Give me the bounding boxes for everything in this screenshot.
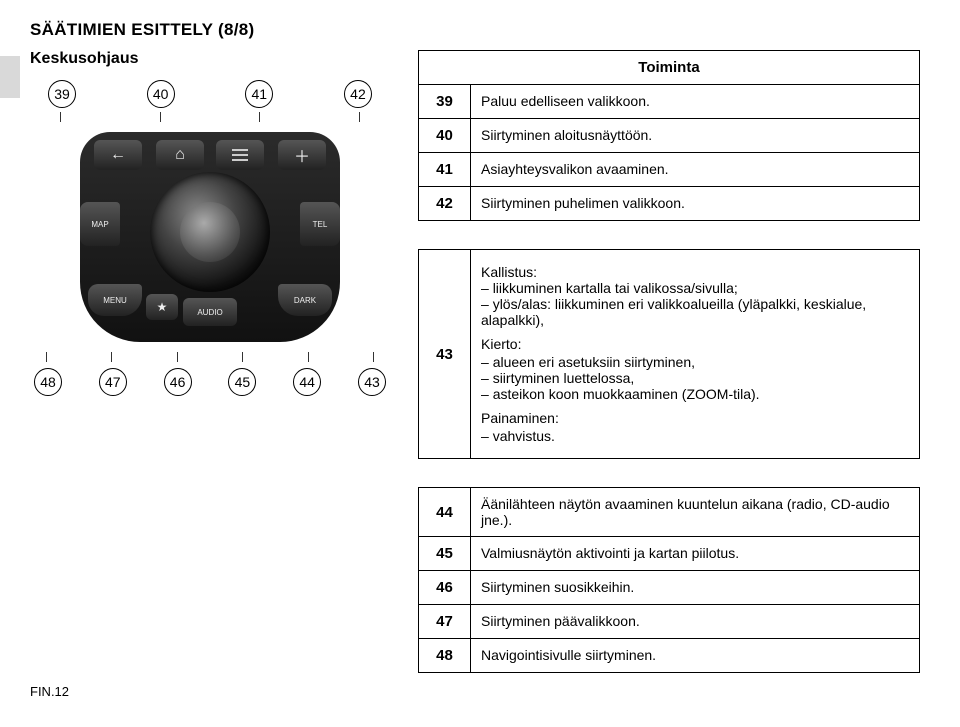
device-favorites-button: ★ <box>146 294 178 320</box>
row-text: Siirtyminen aloitusnäyttöön. <box>471 119 920 153</box>
callout-39: 39 <box>48 80 76 108</box>
list-item: liikkuminen kartalla tai valikossa/sivul… <box>481 280 909 296</box>
list-item: siirtyminen luettelossa, <box>481 370 909 386</box>
callout-47: 47 <box>99 368 127 396</box>
page-side-marker <box>0 56 20 98</box>
row-num: 41 <box>419 153 471 187</box>
function-table-2: 43 Kallistus: liikkuminen kartalla tai v… <box>418 249 920 459</box>
table-row: 46 Siirtyminen suosikkeihin. <box>419 571 920 605</box>
device-rotary-knob <box>150 172 270 292</box>
device-dark-button: DARK <box>278 284 332 316</box>
row-text: Siirtyminen puhelimen valikkoon. <box>471 187 920 221</box>
section-subtitle: Keskusohjaus <box>30 50 390 68</box>
device-menu-button: MENU <box>88 284 142 316</box>
row-text: Valmiusnäytön aktivointi ja kartan piilo… <box>471 537 920 571</box>
kierto-list: alueen eri asetuksiin siirtyminen, siirt… <box>481 354 909 402</box>
row-text: Asiayhteysvalikon avaaminen. <box>471 153 920 187</box>
top-callout-ticks <box>30 112 390 122</box>
kierto-label: Kierto: <box>481 336 909 352</box>
table-row: 42 Siirtyminen puhelimen valikkoon. <box>419 187 920 221</box>
row-num: 45 <box>419 537 471 571</box>
list-item: ylös/alas: liikkuminen eri valikkoalueil… <box>481 296 909 328</box>
row-num: 40 <box>419 119 471 153</box>
list-item: vahvistus. <box>481 428 909 444</box>
callout-41: 41 <box>245 80 273 108</box>
bottom-callouts: 48 47 46 45 44 43 <box>30 368 390 396</box>
painaminen-list: vahvistus. <box>481 428 909 444</box>
table-row: 48 Navigointisivulle siirtyminen. <box>419 639 920 673</box>
row-text: Siirtyminen päävalikkoon. <box>471 605 920 639</box>
row-text: Äänilähteen näytön avaaminen kuuntelun a… <box>471 488 920 537</box>
kallistus-label: Kallistus: <box>481 264 909 280</box>
row-text: Paluu edelliseen valikkoon. <box>471 85 920 119</box>
device-map-button: MAP <box>80 202 120 246</box>
table-row: 45 Valmiusnäytön aktivointi ja kartan pi… <box>419 537 920 571</box>
row-text: Navigointisivulle siirtyminen. <box>471 639 920 673</box>
row-num: 42 <box>419 187 471 221</box>
table-row: 39 Paluu edelliseen valikkoon. <box>419 85 920 119</box>
callout-43: 43 <box>358 368 386 396</box>
row-num: 48 <box>419 639 471 673</box>
row-num: 43 <box>419 250 471 459</box>
page-title: SÄÄTIMIEN ESITTELY (8/8) <box>30 20 920 40</box>
device-tel-button: TEL <box>300 202 340 246</box>
table-row: 41 Asiayhteysvalikon avaaminen. <box>419 153 920 187</box>
bottom-callout-ticks <box>30 352 390 362</box>
callout-46: 46 <box>164 368 192 396</box>
callout-48: 48 <box>34 368 62 396</box>
device-audio-button: AUDIO <box>183 298 237 326</box>
callout-45: 45 <box>228 368 256 396</box>
painaminen-label: Painaminen: <box>481 410 909 426</box>
table-row: 40 Siirtyminen aloitusnäyttöön. <box>419 119 920 153</box>
function-table-1: Toiminta 39 Paluu edelliseen valikkoon. … <box>418 50 920 221</box>
table-row: 44 Äänilähteen näytön avaaminen kuuntelu… <box>419 488 920 537</box>
row-num: 39 <box>419 85 471 119</box>
left-column: Keskusohjaus 39 40 41 42 ← ⌂ ＋ MAP TEL <box>30 50 390 396</box>
device-home-button: ⌂ <box>156 140 204 170</box>
page-footer: FIN.12 <box>30 684 69 699</box>
top-callouts: 39 40 41 42 <box>30 80 390 108</box>
device-back-button: ← <box>94 140 142 170</box>
kallistus-list: liikkuminen kartalla tai valikossa/sivul… <box>481 280 909 328</box>
device-plus-button: ＋ <box>278 140 326 170</box>
row-text: Kallistus: liikkuminen kartalla tai vali… <box>471 250 920 459</box>
callout-42: 42 <box>344 80 372 108</box>
table-row: 43 Kallistus: liikkuminen kartalla tai v… <box>419 250 920 459</box>
list-item: asteikon koon muokkaaminen (ZOOM-tila). <box>481 386 909 402</box>
right-column: Toiminta 39 Paluu edelliseen valikkoon. … <box>418 50 920 693</box>
function-table-3: 44 Äänilähteen näytön avaaminen kuuntelu… <box>418 487 920 673</box>
row-num: 47 <box>419 605 471 639</box>
row-num: 46 <box>419 571 471 605</box>
row-text: Siirtyminen suosikkeihin. <box>471 571 920 605</box>
callout-44: 44 <box>293 368 321 396</box>
list-item: alueen eri asetuksiin siirtyminen, <box>481 354 909 370</box>
callout-40: 40 <box>147 80 175 108</box>
row-num: 44 <box>419 488 471 537</box>
table-row: 47 Siirtyminen päävalikkoon. <box>419 605 920 639</box>
table1-header: Toiminta <box>419 51 920 85</box>
device-illustration: ← ⌂ ＋ MAP TEL MENU ★ AUDIO DARK <box>60 122 360 352</box>
device-context-button <box>216 140 264 170</box>
